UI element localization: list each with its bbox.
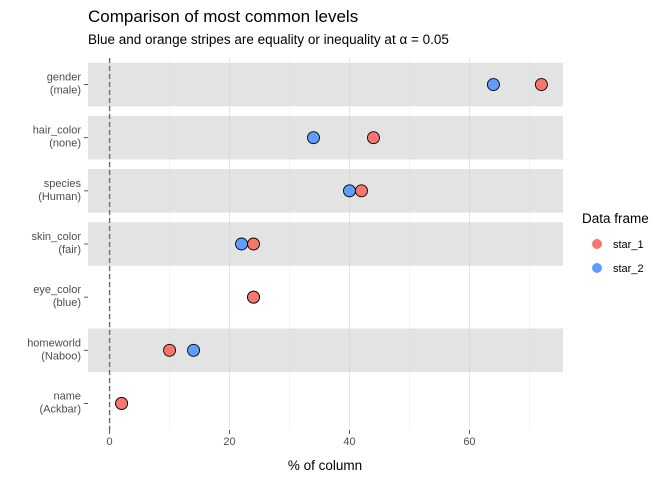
category-label-gender: gender [47, 72, 82, 84]
point-star_2-hair_color [307, 131, 320, 145]
point-star_1-eye_color [247, 290, 260, 304]
legend-label-star_2: star_2 [613, 263, 644, 275]
gridline-layer [109, 58, 530, 430]
point-star_1-gender [534, 78, 548, 92]
point-star_2-skin_color [235, 237, 248, 251]
legend: Data frame star_1 star_2 [582, 211, 649, 275]
x-tick-label: 20 [223, 436, 235, 448]
legend-title: Data frame [582, 211, 649, 226]
category-label-eye_color: eye_color [33, 284, 81, 296]
category-level-skin_color: (fair) [58, 244, 81, 256]
stripe-hair_color [88, 115, 563, 160]
point-star_2-species [343, 184, 356, 198]
point-star_1-name [115, 396, 129, 410]
chart-title: Comparison of most common levels [88, 7, 358, 26]
point-star_2-gender [486, 78, 500, 92]
point-star_1-skin_color [247, 237, 260, 251]
point-star_1-hair_color [367, 131, 380, 145]
legend-key-star_2 [592, 263, 602, 273]
category-level-species: (Human) [38, 191, 81, 203]
x-tick-label: 40 [343, 436, 355, 448]
stripe-homeworld [88, 328, 563, 373]
x-tick-label: 60 [463, 436, 475, 448]
legend-key-star_1 [592, 239, 602, 249]
point-star_2-homeworld [187, 343, 201, 357]
category-label-hair_color: hair_color [33, 125, 82, 137]
point-layer [115, 78, 548, 410]
stripe-species [88, 169, 563, 213]
category-label-name: name [53, 390, 81, 402]
stripe-gender [88, 62, 563, 107]
x-axis: 0 20 40 60 [107, 430, 476, 448]
stripe-layer [88, 62, 563, 373]
stripe-skin_color [88, 222, 563, 266]
category-level-name: (Ackbar) [39, 403, 81, 415]
category-label-species: species [44, 178, 82, 190]
chart-subtitle: Blue and orange stripes are equality or … [88, 32, 449, 47]
category-level-hair_color: (none) [49, 138, 81, 150]
category-label-skin_color: skin_color [31, 231, 81, 243]
category-axis: gender(male) hair_color(none) species(Huma… [27, 72, 88, 415]
point-star_1-species [355, 184, 368, 198]
point-star_1-homeworld [163, 343, 177, 357]
x-axis-title: % of column [288, 458, 362, 473]
category-level-eye_color: (blue) [53, 297, 81, 309]
legend-label-star_1: star_1 [613, 239, 644, 251]
category-level-homeworld: (Naboo) [41, 350, 81, 362]
category-label-homeworld: homeworld [27, 337, 81, 349]
category-level-gender: (male) [50, 85, 81, 97]
x-tick-label: 0 [107, 436, 113, 448]
